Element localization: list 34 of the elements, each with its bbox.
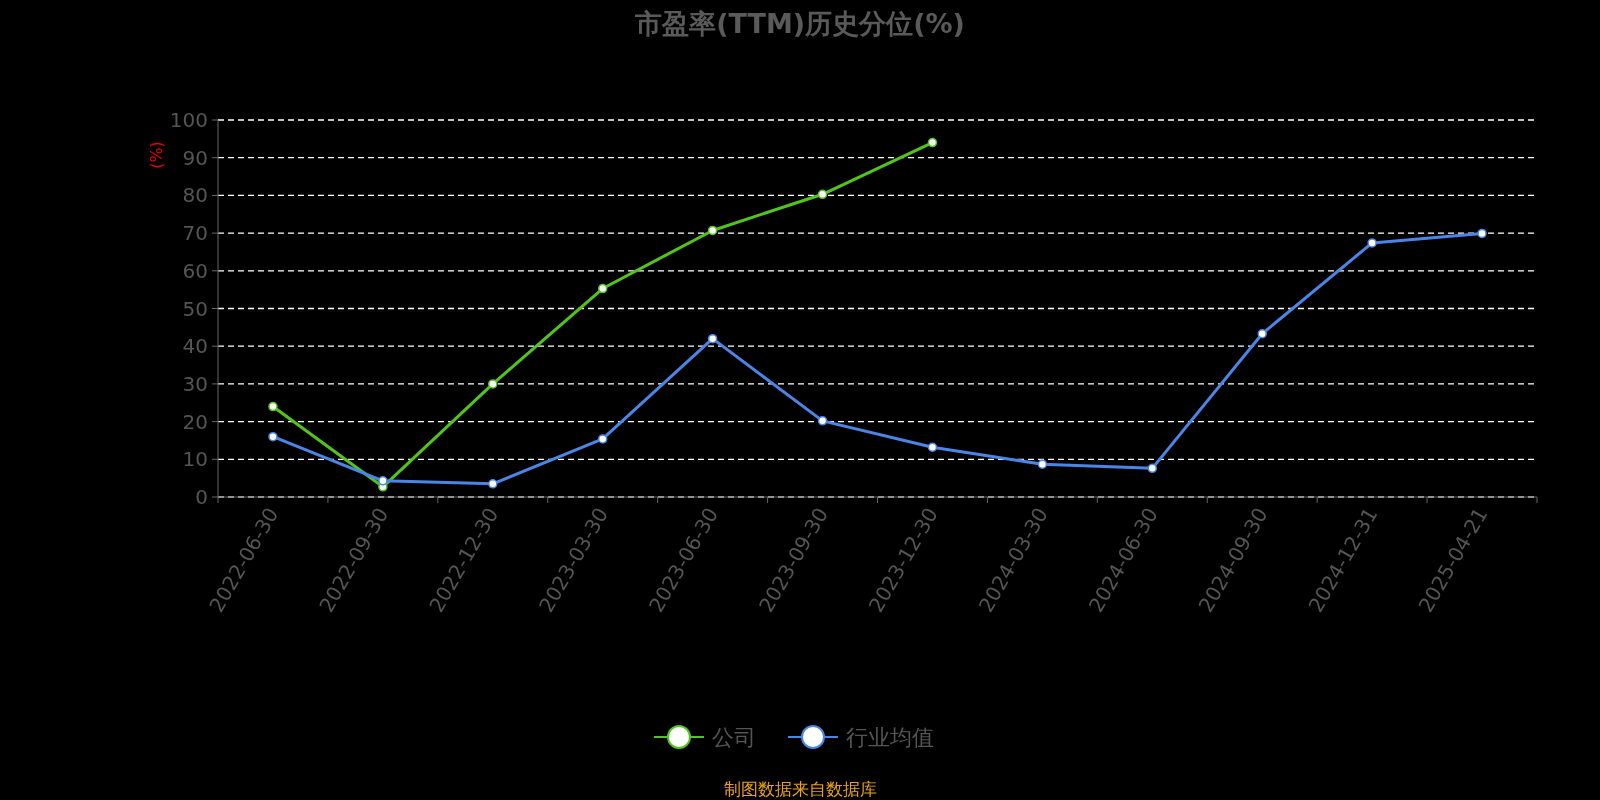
y-tick-label: 80: [182, 183, 208, 208]
point: [268, 431, 278, 442]
y-axis-title: (%): [147, 141, 166, 169]
point: [1477, 228, 1487, 239]
point: [1257, 329, 1267, 339]
point: [927, 137, 938, 148]
y-tick-label: 70: [182, 221, 208, 246]
point: [488, 479, 498, 489]
point: [378, 476, 388, 486]
text: 制图数据来自数据库: [723, 779, 877, 799]
legend-label: 公司: [712, 725, 756, 750]
point: [1037, 459, 1048, 469]
point: [707, 225, 718, 236]
point: [817, 189, 828, 200]
point: [817, 416, 828, 426]
point: [488, 379, 498, 389]
y-tick-label: 30: [182, 371, 208, 396]
point: [1367, 238, 1377, 248]
point: [1147, 463, 1158, 474]
point: [268, 401, 278, 412]
y-tick-label: 100: [169, 108, 208, 132]
point: [597, 283, 608, 294]
point: [927, 442, 938, 452]
y-tick-label: 10: [182, 447, 208, 472]
point: [707, 333, 718, 344]
y-tick-label: 0: [195, 485, 208, 509]
chart-title: 市盈率(TTM)历史分位(%): [634, 8, 965, 39]
y-tick-label: 40: [182, 334, 208, 359]
y-tick-label: 60: [182, 258, 208, 283]
point: [597, 434, 608, 444]
y-tick-label: 20: [182, 409, 208, 434]
y-tick-label: 90: [182, 145, 208, 170]
legend-label: 行业均值: [846, 725, 934, 750]
y-tick-label: 50: [182, 296, 208, 321]
